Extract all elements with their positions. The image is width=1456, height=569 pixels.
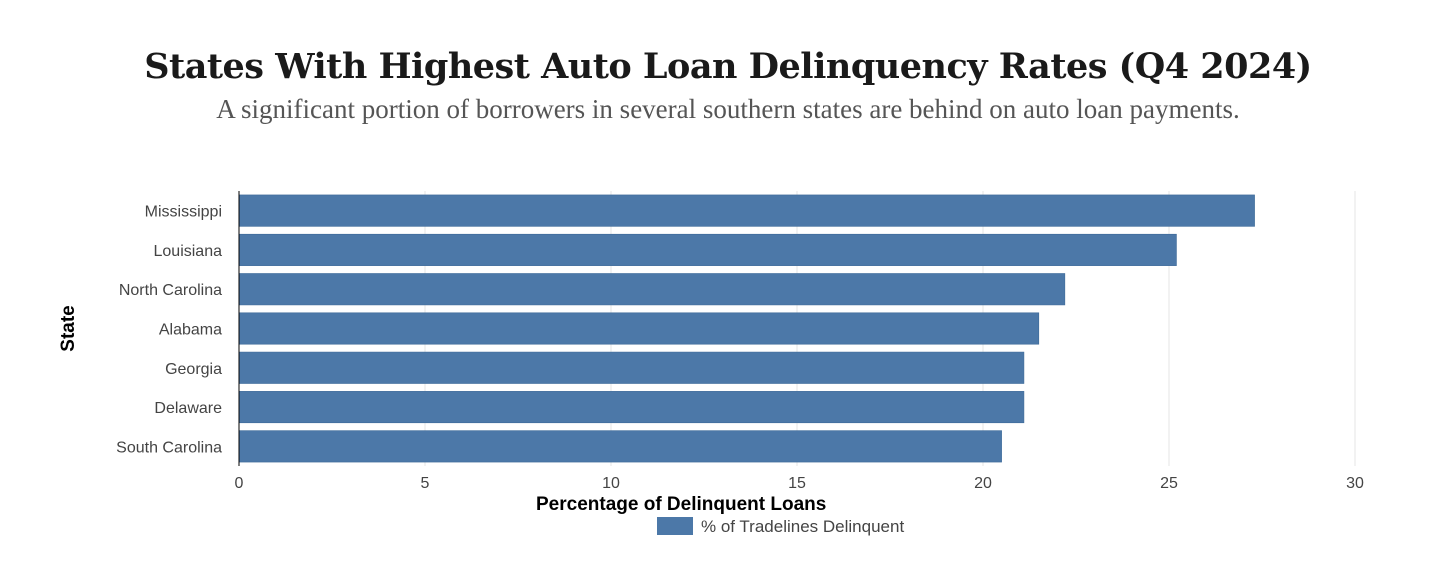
x-tick-label: 0 bbox=[235, 475, 244, 492]
x-tick-label: 30 bbox=[1346, 475, 1364, 492]
y-tick-label: Alabama bbox=[159, 322, 222, 339]
chart-title: States With Highest Auto Loan Delinquenc… bbox=[144, 46, 1312, 87]
x-tick-label: 25 bbox=[1160, 475, 1178, 492]
bar[interactable] bbox=[238, 312, 1040, 345]
x-tick-labels: 0 5 10 15 20 25 30 bbox=[235, 475, 1364, 492]
x-tick-label: 5 bbox=[421, 475, 430, 492]
bar[interactable] bbox=[238, 194, 1255, 227]
y-tick-label: South Carolina bbox=[116, 439, 222, 456]
y-tick-label: Mississippi bbox=[145, 204, 222, 221]
bar[interactable] bbox=[238, 391, 1025, 424]
x-tick-label: 20 bbox=[974, 475, 992, 492]
y-axis-title: State bbox=[58, 305, 79, 351]
y-tick-label: Louisiana bbox=[154, 243, 223, 260]
bar[interactable] bbox=[238, 351, 1025, 384]
bars bbox=[238, 194, 1255, 463]
bar[interactable] bbox=[238, 430, 1002, 463]
legend-label: % of Tradelines Delinquent bbox=[701, 517, 904, 536]
legend-swatch bbox=[657, 517, 693, 535]
chart-subtitle: A significant portion of borrowers in se… bbox=[216, 94, 1240, 124]
bar[interactable] bbox=[238, 233, 1177, 266]
bar[interactable] bbox=[238, 273, 1066, 306]
x-axis-title: Percentage of Delinquent Loans bbox=[536, 494, 826, 515]
x-tick-label: 10 bbox=[602, 475, 620, 492]
y-tick-label: Georgia bbox=[165, 361, 222, 378]
y-tick-labels: Mississippi Louisiana North Carolina Alabam… bbox=[116, 204, 222, 457]
legend[interactable]: % of Tradelines Delinquent bbox=[657, 517, 904, 536]
y-tick-label: Delaware bbox=[154, 400, 222, 417]
x-tick-label: 15 bbox=[788, 475, 806, 492]
y-tick-label: North Carolina bbox=[119, 282, 222, 299]
